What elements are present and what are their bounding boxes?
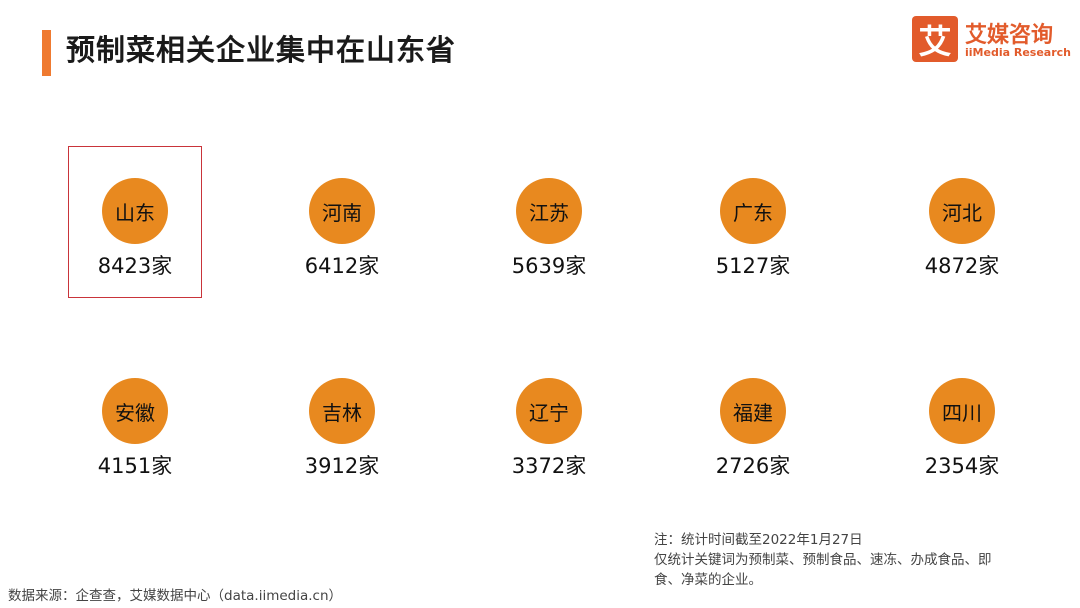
province-circle: 辽宁 [516,378,582,444]
province-circle: 福建 [720,378,786,444]
province-value: 5127家 [715,254,791,278]
note-line-1: 注：统计时间截至2022年1月27日 [654,532,863,548]
logo-subtitle: iiMedia Research [965,46,1071,59]
logo-mark-icon: 艾 [912,16,958,62]
province-value: 3372家 [511,454,587,478]
province-item: 福建 2726家 [688,378,818,498]
note-line-2: 仅统计关键词为预制菜、预制食品、速冻、办成食品、即 [654,552,992,568]
footnote: 注：统计时间截至2022年1月27日 仅统计关键词为预制菜、预制食品、速冻、办成… [654,530,1054,590]
province-circle: 河南 [309,178,375,244]
province-circle: 吉林 [309,378,375,444]
logo-name: 艾媒咨询 [965,23,1054,48]
province-circle: 山东 [102,178,168,244]
province-item: 吉林 3912家 [277,378,407,498]
highlight-box-shandong [68,146,202,298]
province-value: 6412家 [304,254,380,278]
note-line-3: 食、净菜的企业。 [654,572,762,588]
province-circle: 广东 [720,178,786,244]
province-value: 2354家 [924,454,1000,478]
data-source: 数据来源：企查查，艾媒数据中心（data.iimedia.cn） [8,588,343,604]
province-item: 广东 5127家 [688,178,818,298]
province-value: 4872家 [924,254,1000,278]
province-value: 4151家 [97,454,173,478]
province-circle: 四川 [929,378,995,444]
province-item: 安徽 4151家 [70,378,200,498]
title-accent-bar [42,30,51,76]
province-value: 2726家 [715,454,791,478]
province-item: 辽宁 3372家 [484,378,614,498]
province-circle: 江苏 [516,178,582,244]
province-item: 山东 8423家 [70,178,200,298]
province-item: 江苏 5639家 [484,178,614,298]
page-title: 预制菜相关企业集中在山东省 [66,33,457,67]
province-circle: 河北 [929,178,995,244]
iimedia-logo: 艾 艾媒咨询 iiMedia Research [912,16,1071,64]
province-value: 5639家 [511,254,587,278]
province-value: 3912家 [304,454,380,478]
province-item: 河北 4872家 [897,178,1027,298]
province-item: 河南 6412家 [277,178,407,298]
province-circle: 安徽 [102,378,168,444]
province-item: 四川 2354家 [897,378,1027,498]
province-value: 8423家 [97,254,173,278]
